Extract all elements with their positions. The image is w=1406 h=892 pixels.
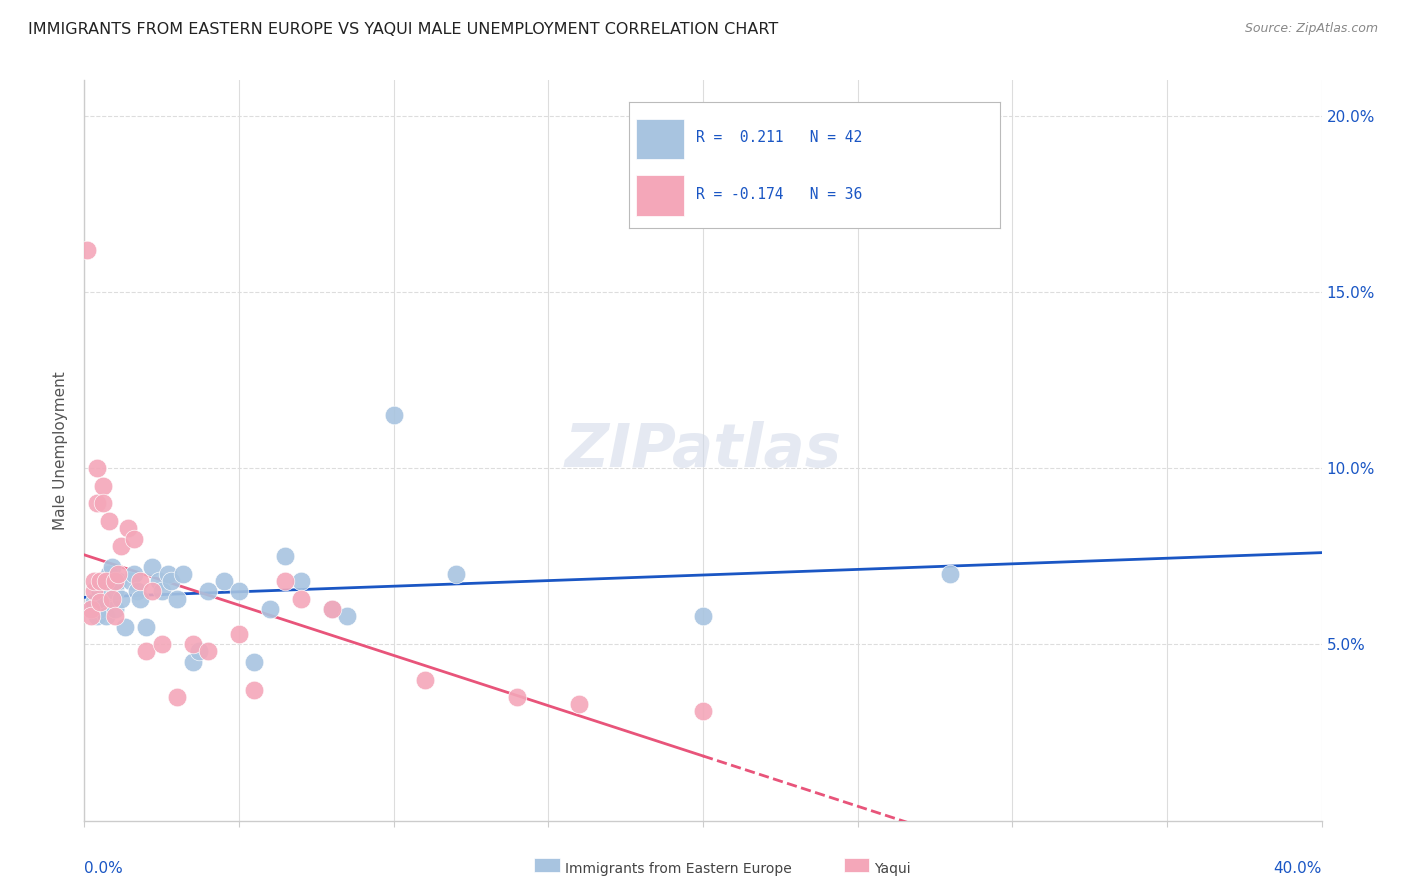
Point xyxy=(166,690,188,705)
Point xyxy=(91,479,114,493)
Point xyxy=(259,602,281,616)
Point xyxy=(94,609,117,624)
Point xyxy=(181,655,204,669)
Point xyxy=(413,673,436,687)
Point xyxy=(86,609,108,624)
Point xyxy=(125,584,148,599)
Point xyxy=(79,602,101,616)
Point xyxy=(101,559,124,574)
Point xyxy=(197,584,219,599)
Text: Yaqui: Yaqui xyxy=(875,862,911,876)
Point xyxy=(228,584,250,599)
Point xyxy=(568,698,591,712)
Text: ZIPatlas: ZIPatlas xyxy=(564,421,842,480)
Point xyxy=(129,574,152,588)
Point xyxy=(156,566,179,581)
Point xyxy=(382,408,405,422)
Point xyxy=(692,704,714,718)
Text: Source: ZipAtlas.com: Source: ZipAtlas.com xyxy=(1244,22,1378,36)
Point xyxy=(104,609,127,624)
Point xyxy=(89,595,111,609)
Point xyxy=(181,637,204,651)
Point xyxy=(150,637,173,651)
Point xyxy=(274,549,297,564)
Point xyxy=(290,574,312,588)
Point xyxy=(107,574,129,588)
Point xyxy=(79,609,101,624)
Text: 40.0%: 40.0% xyxy=(1274,862,1322,876)
Point xyxy=(104,574,127,588)
Point xyxy=(79,602,101,616)
Point xyxy=(83,584,105,599)
Point xyxy=(89,602,111,616)
Point xyxy=(243,683,266,698)
Point xyxy=(104,602,127,616)
Point xyxy=(148,574,170,588)
Point xyxy=(117,521,139,535)
Point xyxy=(86,496,108,510)
Point xyxy=(83,595,105,609)
Point xyxy=(187,644,209,658)
Point xyxy=(141,584,163,599)
Point xyxy=(166,591,188,606)
Point xyxy=(89,574,111,588)
Point xyxy=(94,574,117,588)
Y-axis label: Male Unemployment: Male Unemployment xyxy=(53,371,69,530)
Point xyxy=(76,243,98,257)
Text: IMMIGRANTS FROM EASTERN EUROPE VS YAQUI MALE UNEMPLOYMENT CORRELATION CHART: IMMIGRANTS FROM EASTERN EUROPE VS YAQUI … xyxy=(28,22,779,37)
Point xyxy=(172,566,194,581)
Point xyxy=(110,539,132,553)
Text: Immigrants from Eastern Europe: Immigrants from Eastern Europe xyxy=(565,862,792,876)
Point xyxy=(692,609,714,624)
Point xyxy=(135,620,157,634)
Point xyxy=(197,644,219,658)
Point xyxy=(114,620,136,634)
Point xyxy=(290,591,312,606)
Point xyxy=(129,591,152,606)
Point xyxy=(91,496,114,510)
Point xyxy=(98,566,121,581)
Point xyxy=(150,584,173,599)
Point xyxy=(107,566,129,581)
Point xyxy=(98,514,121,528)
Point xyxy=(104,584,127,599)
Point xyxy=(336,609,359,624)
Point xyxy=(89,584,111,599)
Point xyxy=(160,574,183,588)
Point xyxy=(228,627,250,641)
Point xyxy=(939,566,962,581)
Point xyxy=(321,602,343,616)
Point xyxy=(135,644,157,658)
Point xyxy=(243,655,266,669)
Point xyxy=(91,591,114,606)
Point xyxy=(122,566,145,581)
Point xyxy=(444,566,467,581)
Point xyxy=(141,559,163,574)
Point xyxy=(120,574,142,588)
Text: 0.0%: 0.0% xyxy=(84,862,124,876)
Point xyxy=(274,574,297,588)
Point xyxy=(506,690,529,705)
Point xyxy=(94,574,117,588)
Point xyxy=(110,591,132,606)
Point xyxy=(321,602,343,616)
Point xyxy=(122,532,145,546)
Point xyxy=(83,574,105,588)
Point xyxy=(101,591,124,606)
Point xyxy=(212,574,235,588)
Point xyxy=(86,461,108,475)
